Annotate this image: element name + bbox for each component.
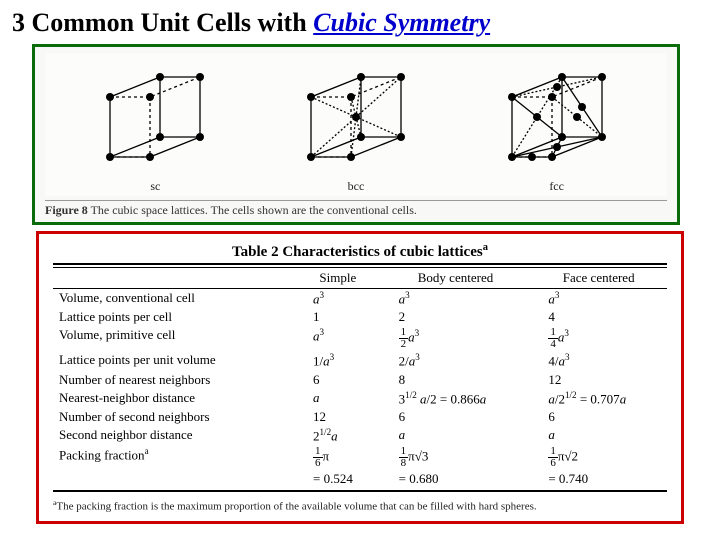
table-row: Lattice points per unit volume 1/a3 2/a3… [53,351,667,370]
lattice-table: Simple Body centered Face centered Volum… [53,267,667,488]
table-footnote: aThe packing fraction is the maximum pro… [53,498,667,513]
table-top-rule [53,263,667,265]
cube-sc: sc [90,57,220,194]
cube-bcc: bcc [291,57,421,194]
cube-label-bcc: bcc [291,179,421,194]
cube-label-sc: sc [90,179,220,194]
cube-label-fcc: fcc [492,179,622,194]
table-title-sup: a [483,242,488,253]
cubes-row: sc [45,53,667,196]
title-link[interactable]: Cubic Symmetry [313,8,490,37]
figure-caption-bold: Figure 8 [45,203,88,217]
table-row: Second neighbor distance 21/2a a a [53,426,667,445]
table-row: Packing fractiona 16π 18π√3 16π√2 [53,445,667,470]
table-row: Volume, conventional cell a3 a3 a3 [53,289,667,309]
col-fcc: Face centered [530,268,667,289]
page-title: 3 Common Unit Cells with Cubic Symmetry [12,8,708,38]
table-title: Table 2 Characteristics of cubic lattice… [53,242,667,261]
col-blank [53,268,295,289]
table-title-text: Table 2 Characteristics of cubic lattice… [232,244,483,260]
table-row: Lattice points per cell 1 2 4 [53,308,667,326]
footnote-text: The packing fraction is the maximum prop… [56,501,536,513]
figure-caption: Figure 8 The cubic space lattices. The c… [45,200,667,218]
figure-caption-text: The cubic space lattices. The cells show… [88,203,417,217]
table-row: = 0.524 = 0.680 = 0.740 [53,470,667,488]
cube-fcc: fcc [492,57,622,194]
table-row: Volume, primitive cell a3 12a3 14a3 [53,326,667,351]
table-bottom-rule [53,490,667,492]
figure-box: sc [32,44,680,225]
table-row: Number of nearest neighbors 6 8 12 [53,371,667,389]
col-simple: Simple [295,268,381,289]
title-prefix: 3 Common Unit Cells with [12,8,313,37]
col-bcc: Body centered [381,268,531,289]
table-row: Nearest-neighbor distance a 31/2 a/2 = 0… [53,389,667,408]
table-row: Number of second neighbors 12 6 6 [53,408,667,426]
table-box: Table 2 Characteristics of cubic lattice… [36,231,684,524]
